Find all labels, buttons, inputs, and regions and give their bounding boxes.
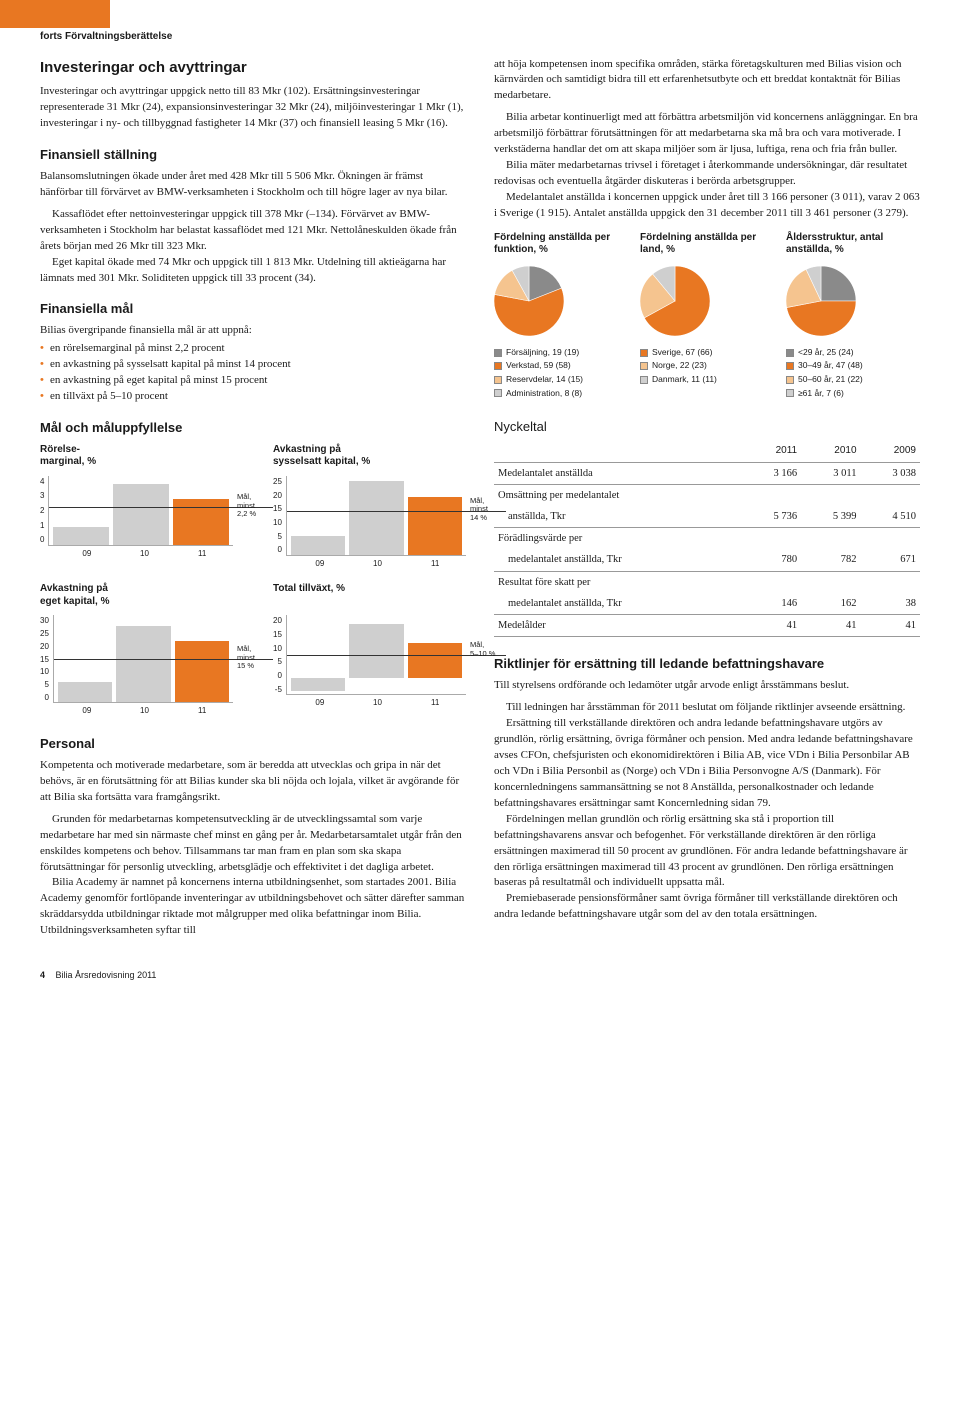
legend-item: 30–49 år, 47 (48) [786, 359, 920, 373]
heading-nyckeltal: Nyckeltal [494, 418, 920, 437]
heading-invest: Investeringar och avyttringar [40, 57, 466, 79]
chart-tillvaxt: Total tillväxt, % 20151050-5 Mål,5–10 % … [273, 583, 466, 717]
legend-item: ≥61 år, 7 (6) [786, 387, 920, 401]
page-header: forts Förvaltningsberättelse [40, 30, 920, 45]
chart-rorelsemarginal: Rörelse-marginal, % 43210 Mål,minst2,2 %… [40, 444, 233, 570]
pie-chart: Fördelning anställda per funktion, %Förs… [494, 232, 628, 400]
table-row: anställda, Tkr5 7365 3994 510 [494, 506, 920, 528]
pie-chart: Åldersstruktur, antal anställda, %<29 år… [786, 232, 920, 400]
bar-chart-row-2: Avkastning påeget kapital, % 30252015105… [40, 583, 466, 717]
two-column-layout: Investeringar och avyttringar Investerin… [40, 57, 920, 940]
table-row: Medelantalet anställda3 1663 0113 038 [494, 462, 920, 484]
chart-bar [53, 527, 109, 545]
chart-eget-kapital: Avkastning påeget kapital, % 30252015105… [40, 583, 233, 717]
chart-bar [58, 682, 112, 703]
legend-item: Danmark, 11 (11) [640, 373, 774, 387]
para-r3: Bilia mäter medarbetarnas trivsel i före… [494, 158, 920, 190]
table-row: Omsättning per medelantalet [494, 484, 920, 506]
legend-item: Administration, 8 (8) [494, 387, 628, 401]
goal-bullet-list: en rörelsemarginal på minst 2,2 procente… [40, 341, 466, 405]
para-mal-intro: Bilias övergripande finansiella mål är a… [40, 323, 466, 339]
para-fin1: Balansomslutningen ökade under året med … [40, 169, 466, 201]
table-row: Resultat före skatt per [494, 571, 920, 593]
chart-bar [349, 481, 403, 555]
para-fin2: Kassaflödet efter nettoinvesteringar upp… [40, 207, 466, 255]
para-r8: Fördelningen mellan grundlön och rörlig … [494, 812, 920, 892]
table-row: medelantalet anställda, Tkr14616238 [494, 593, 920, 615]
para-pers1: Kompetenta och motiverade medarbetare, s… [40, 758, 466, 806]
legend-item: Reservdelar, 14 (15) [494, 373, 628, 387]
para-r6: Till ledningen har årsstämman för 2011 b… [494, 700, 920, 716]
legend-item: <29 år, 25 (24) [786, 346, 920, 360]
goal-bullet: en rörelsemarginal på minst 2,2 procent [40, 341, 466, 357]
para-r4: Medelantalet anställda i koncernen uppgi… [494, 190, 920, 222]
pie-chart: Fördelning anställda per land, %Sverige,… [640, 232, 774, 400]
para-r7: Ersättning till verkställande direktören… [494, 716, 920, 812]
table-row: medelantalet anställda, Tkr780782671 [494, 549, 920, 571]
page-number: 4 [40, 970, 45, 980]
chart-bar [408, 497, 462, 555]
heading-riktlinjer: Riktlinjer för ersättning till ledande b… [494, 655, 920, 674]
para-invest: Investeringar och avyttringar uppgick ne… [40, 84, 466, 132]
chart-sysselsatt: Avkastning påsysselsatt kapital, % 25201… [273, 444, 466, 570]
bar-chart-row-1: Rörelse-marginal, % 43210 Mål,minst2,2 %… [40, 444, 466, 570]
footer-text: Bilia Årsredovisning 2011 [56, 970, 157, 980]
para-r5: Till styrelsens ordförande och ledamöter… [494, 678, 920, 694]
right-column: att höja kompetensen inom specifika områ… [494, 57, 920, 940]
chart-bar [173, 499, 229, 545]
legend-item: Sverige, 67 (66) [640, 346, 774, 360]
chart-bar [116, 626, 170, 702]
para-r1: att höja kompetensen inom specifika områ… [494, 57, 920, 105]
para-pers3: Bilia Academy är namnet på koncernens in… [40, 875, 466, 939]
para-r2: Bilia arbetar kontinuerligt med att förb… [494, 110, 920, 158]
para-r9: Premiebaserade pensionsförmåner samt övr… [494, 891, 920, 923]
table-row: Förädlingsvärde per [494, 528, 920, 550]
table-row: Medelålder414141 [494, 615, 920, 637]
chart-bar [113, 484, 169, 545]
heading-finansiell: Finansiell ställning [40, 146, 466, 165]
left-column: Investeringar och avyttringar Investerin… [40, 57, 466, 940]
para-pers2: Grunden för medarbetarnas kompetensutvec… [40, 812, 466, 876]
heading-mal: Finansiella mål [40, 300, 466, 319]
legend-item: Försäljning, 19 (19) [494, 346, 628, 360]
goal-bullet: en avkastning på eget kapital på minst 1… [40, 373, 466, 389]
legend-item: Norge, 22 (23) [640, 359, 774, 373]
chart-bar [291, 678, 345, 691]
goal-bullet: en tillväxt på 5–10 procent [40, 389, 466, 405]
pie-chart-row: Fördelning anställda per funktion, %Förs… [494, 232, 920, 400]
legend-item: 50–60 år, 21 (22) [786, 373, 920, 387]
page-footer: 4 Bilia Årsredovisning 2011 [40, 969, 920, 982]
chart-bar [175, 641, 229, 703]
legend-item: Verkstad, 59 (58) [494, 359, 628, 373]
para-fin3: Eget kapital ökade med 74 Mkr och uppgic… [40, 255, 466, 287]
heading-maluppfyllelse: Mål och måluppfyllelse [40, 419, 466, 438]
chart-bar [291, 536, 345, 555]
chart-bar [408, 643, 462, 678]
heading-personal: Personal [40, 735, 466, 754]
chart-bar [349, 624, 403, 678]
nyckeltal-table: 201120102009Medelantalet anställda3 1663… [494, 441, 920, 637]
goal-bullet: en avkastning på sysselsatt kapital på m… [40, 357, 466, 373]
